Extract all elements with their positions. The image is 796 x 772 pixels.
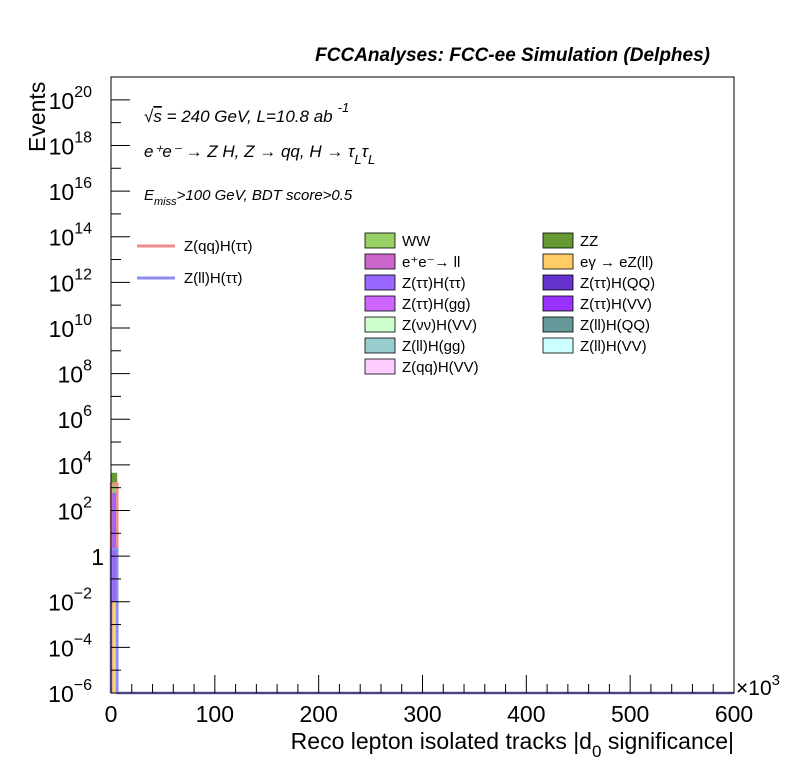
legend-swatch-11 bbox=[542, 337, 574, 354]
legend-label: Z(ll)H(gg) bbox=[402, 338, 465, 355]
x-tick-label: 300 bbox=[403, 701, 441, 727]
legend-swatch-7 bbox=[542, 295, 574, 312]
legend-label: eγ → eZ(ll) bbox=[580, 254, 653, 271]
legend-swatch-1 bbox=[542, 232, 574, 249]
legend-swatch-3 bbox=[542, 253, 574, 270]
y-tick-label: 108 bbox=[58, 358, 93, 388]
legend-swatch-10 bbox=[364, 337, 396, 354]
energy-annotation: √s = 240 GeV, L=10.8 ab -1 bbox=[144, 100, 349, 126]
legend-label: ZZ bbox=[580, 233, 598, 250]
legend-label: Z(ll)H(QQ) bbox=[580, 317, 650, 334]
legend-swatch-6 bbox=[364, 295, 396, 312]
y-tick-label: 106 bbox=[58, 403, 93, 433]
legend-swatch-5 bbox=[542, 274, 574, 291]
legend-label: Z(ll)H(VV) bbox=[580, 338, 647, 355]
legend-swatch-4 bbox=[364, 274, 396, 291]
stack-bar-1 bbox=[111, 492, 118, 693]
axis-ticks: 0 100 200 300 400 500 600 1020 1018 1016 1014 1012 1… bbox=[48, 76, 753, 727]
x-tick-label: 500 bbox=[611, 701, 649, 727]
x-tick-label: 600 bbox=[715, 701, 753, 727]
y-tick-label: 1016 bbox=[49, 175, 92, 205]
legend-swatch-12 bbox=[364, 358, 396, 375]
y-axis-label: Events bbox=[24, 82, 50, 152]
y-tick-label: 10−6 bbox=[48, 677, 92, 707]
y-tick-label: 104 bbox=[58, 449, 93, 479]
y-tick-label: 1018 bbox=[49, 129, 92, 159]
x-tick-label: 200 bbox=[299, 701, 337, 727]
legend: Z(qq)H(ττ) Z(ll)H(ττ) WW ZZ e⁺e⁻→ ll eγ → eZ(… bbox=[137, 232, 655, 376]
y-tick-label: 1012 bbox=[49, 266, 92, 296]
legend-label: Z(νν)H(VV) bbox=[402, 317, 477, 334]
cut-annotation: Emiss>100 GeV, BDT score>0.5 bbox=[144, 187, 353, 208]
legend-swatch-8 bbox=[364, 316, 396, 333]
x-tick-label: 100 bbox=[196, 701, 234, 727]
y-tick-label: 102 bbox=[58, 494, 93, 524]
y-tick-label: 1020 bbox=[49, 84, 92, 114]
legend-swatch-2 bbox=[364, 253, 396, 270]
legend-label: Z(ττ)H(ττ) bbox=[402, 275, 466, 292]
legend-swatch-0 bbox=[364, 232, 396, 249]
legend-label: Z(ττ)H(QQ) bbox=[580, 275, 655, 292]
x-axis-label: Reco lepton isolated tracks |d0 signific… bbox=[291, 728, 734, 761]
y-tick-label: 1014 bbox=[49, 221, 92, 251]
y-tick-label: 1 bbox=[91, 544, 104, 570]
x-tick-label: 0 bbox=[105, 701, 118, 727]
legend-label: Z(ττ)H(gg) bbox=[402, 296, 471, 313]
legend-swatch-9 bbox=[542, 316, 574, 333]
legend-label: Z(qq)H(VV) bbox=[402, 359, 479, 376]
y-tick-label: 10−4 bbox=[48, 631, 92, 661]
y-tick-label: 10−2 bbox=[48, 586, 92, 616]
x-axis-multiplier: ×103 bbox=[736, 672, 780, 700]
plot-frame bbox=[110, 76, 735, 694]
legend-label: Z(qq)H(ττ) bbox=[184, 238, 253, 255]
x-tick-label: 400 bbox=[507, 701, 545, 727]
chart-title: FCCAnalyses: FCC-ee Simulation (Delphes) bbox=[315, 45, 710, 66]
legend-label: e⁺e⁻→ ll bbox=[402, 254, 460, 271]
legend-label: WW bbox=[402, 233, 431, 250]
process-annotation: e⁺e⁻ → Z H, Z → qq, H → τLτL bbox=[144, 142, 375, 167]
legend-label: Z(ll)H(ττ) bbox=[184, 270, 243, 287]
legend-label: Z(ττ)H(VV) bbox=[580, 296, 652, 313]
y-tick-label: 1010 bbox=[49, 312, 92, 342]
